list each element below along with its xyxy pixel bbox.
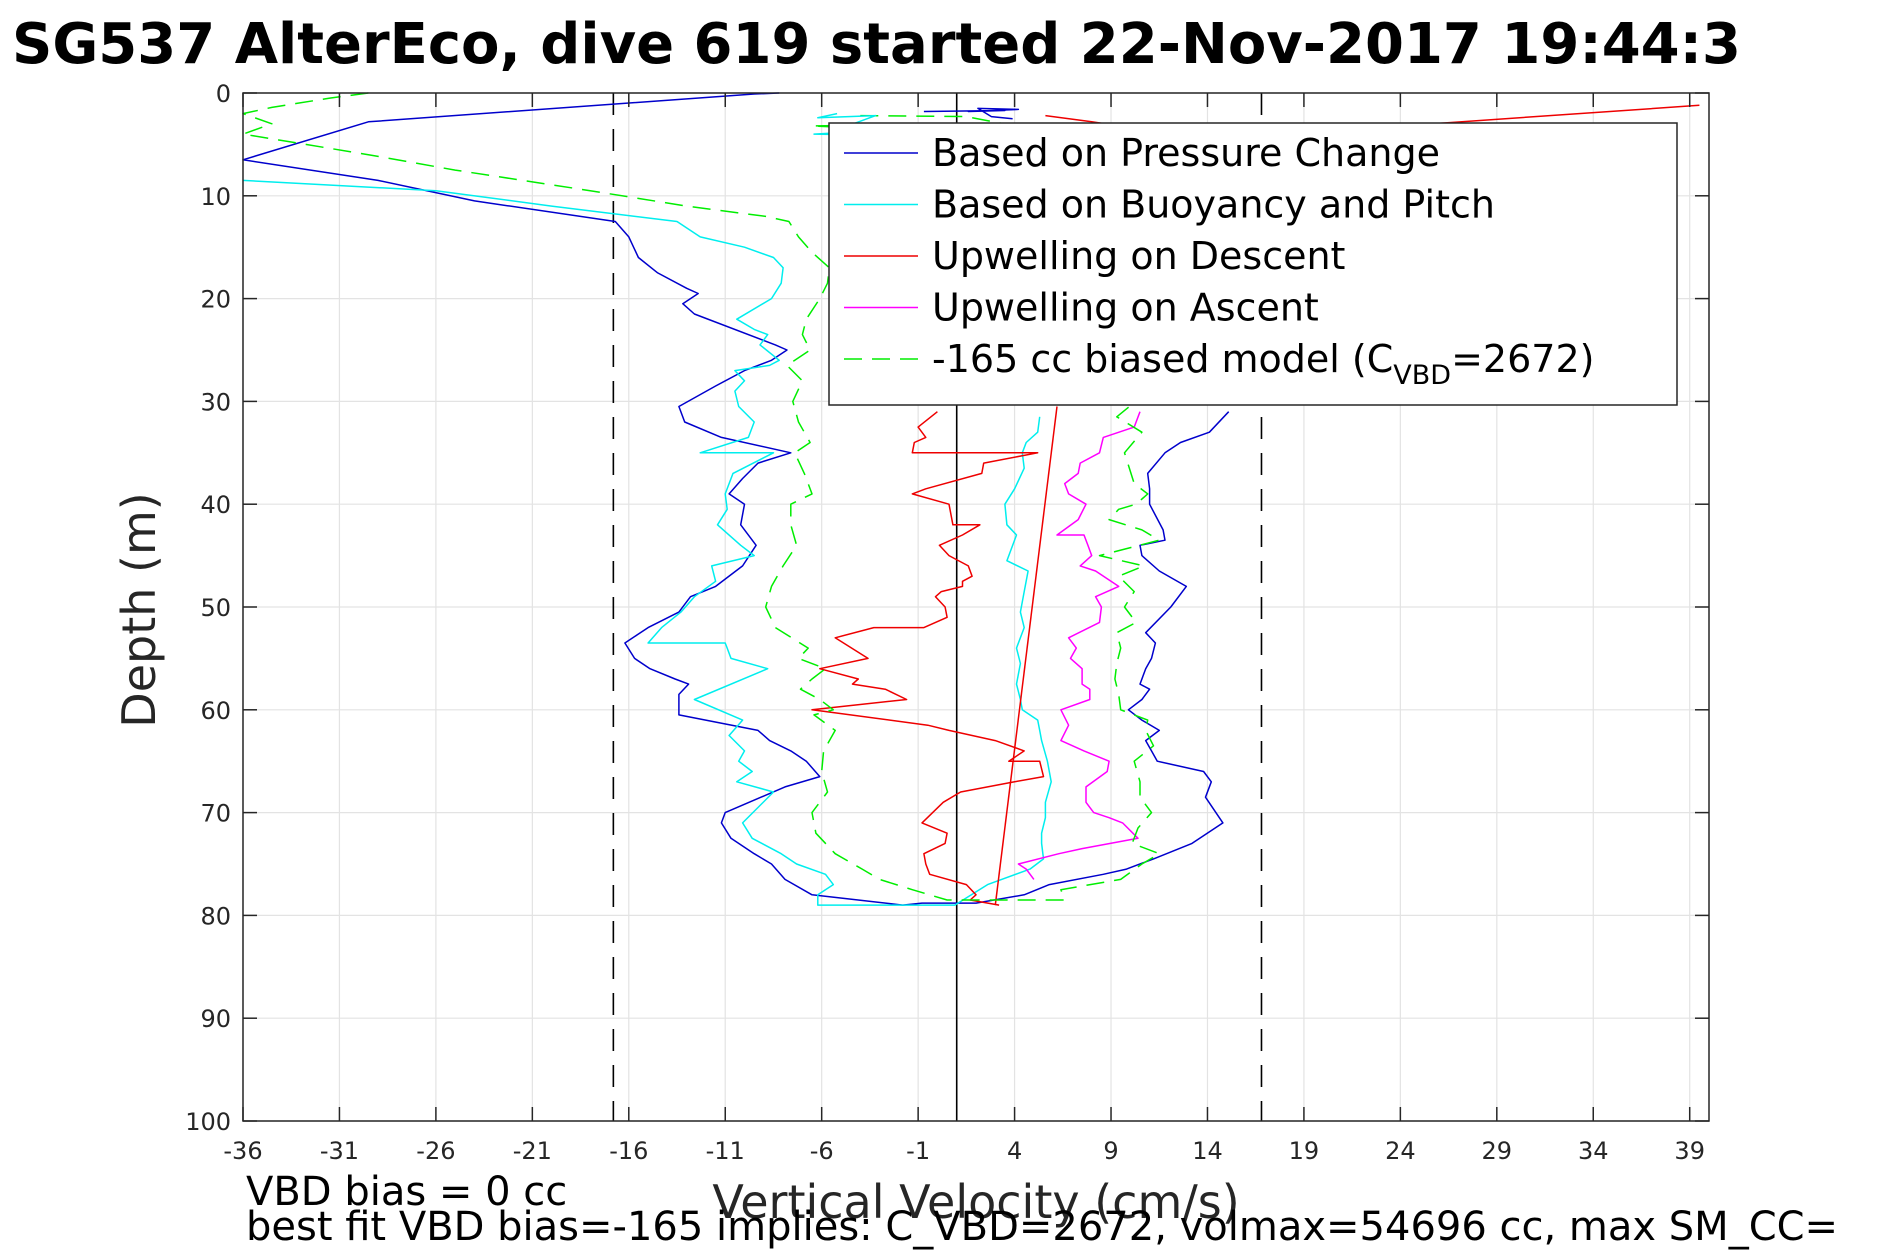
x-tick-label: -6 — [810, 1137, 834, 1165]
series-line-based-on-buoyancy-and-pitch — [242, 179, 1052, 906]
series-line-165-cc-biased-model-c-vbd-2672 — [242, 92, 1161, 901]
legend-subscript: VBD — [1393, 360, 1451, 391]
x-tick-label: -36 — [223, 1137, 262, 1165]
y-tick-label: 10 — [200, 183, 231, 211]
legend-label: Upwelling on Descent — [932, 234, 1345, 278]
x-tick-label: -16 — [609, 1137, 648, 1165]
x-tick-label: 9 — [1103, 1137, 1118, 1165]
series-line-upwelling-on-ascent — [1017, 411, 1141, 880]
x-tick-label: 4 — [1007, 1137, 1022, 1165]
series-line-based-on-pressure-change-upper — [923, 107, 1020, 120]
x-tick-label: -31 — [320, 1137, 359, 1165]
axis-ticks: -36 -31 -26 -21 -16 -11 -6 -1 4 9 14 19 24 29 34 39 0 10 2… — [185, 80, 1709, 1165]
y-axis-label: Depth (m) — [112, 492, 166, 727]
y-tick-label: 0 — [216, 80, 231, 108]
legend: Based on Pressure Change Based on Buoyanc… — [828, 122, 1678, 406]
y-tick-label: 100 — [185, 1108, 231, 1136]
x-tick-label: 14 — [1192, 1137, 1223, 1165]
legend-label: Based on Buoyancy and Pitch — [932, 183, 1495, 227]
best-fit-note: best fit VBD bias=-165 implies: C_VBD=26… — [246, 1204, 1838, 1250]
x-tick-label: 24 — [1385, 1137, 1416, 1165]
y-tick-label: 80 — [200, 902, 231, 930]
y-tick-label: 90 — [200, 1005, 231, 1033]
x-tick-label: 39 — [1674, 1137, 1705, 1165]
y-tick-label: 30 — [200, 388, 231, 416]
legend-suffix: =2672) — [1451, 337, 1594, 381]
vbd-bias-note: VBD bias = 0 cc — [246, 1169, 567, 1215]
x-tick-label: -11 — [706, 1137, 745, 1165]
x-axis-label: Vertical Velocity (cm/s) — [712, 1175, 1239, 1229]
y-tick-label: 50 — [200, 594, 231, 622]
y-tick-label: 40 — [200, 491, 231, 519]
y-tick-label: 20 — [200, 286, 231, 314]
y-tick-label: 60 — [200, 697, 231, 725]
x-tick-label: 29 — [1482, 1137, 1513, 1165]
x-tick-label: -26 — [416, 1137, 455, 1165]
x-tick-label: -21 — [513, 1137, 552, 1165]
series-line-upwelling-on-descent-fit — [994, 406, 1058, 906]
legend-box — [828, 122, 1678, 406]
x-tick-label: 19 — [1289, 1137, 1320, 1165]
series-line-upwelling-on-descent — [811, 411, 1045, 906]
legend-label: Upwelling on Ascent — [932, 286, 1319, 330]
legend-label: Based on Pressure Change — [932, 131, 1440, 175]
series-line-based-on-pressure-change — [242, 92, 1230, 906]
x-tick-label: -1 — [906, 1137, 930, 1165]
y-tick-label: 70 — [200, 800, 231, 828]
x-tick-label: 34 — [1578, 1137, 1609, 1165]
chart-title: SG537 AlterEco, dive 619 started 22-Nov-… — [12, 12, 1741, 77]
